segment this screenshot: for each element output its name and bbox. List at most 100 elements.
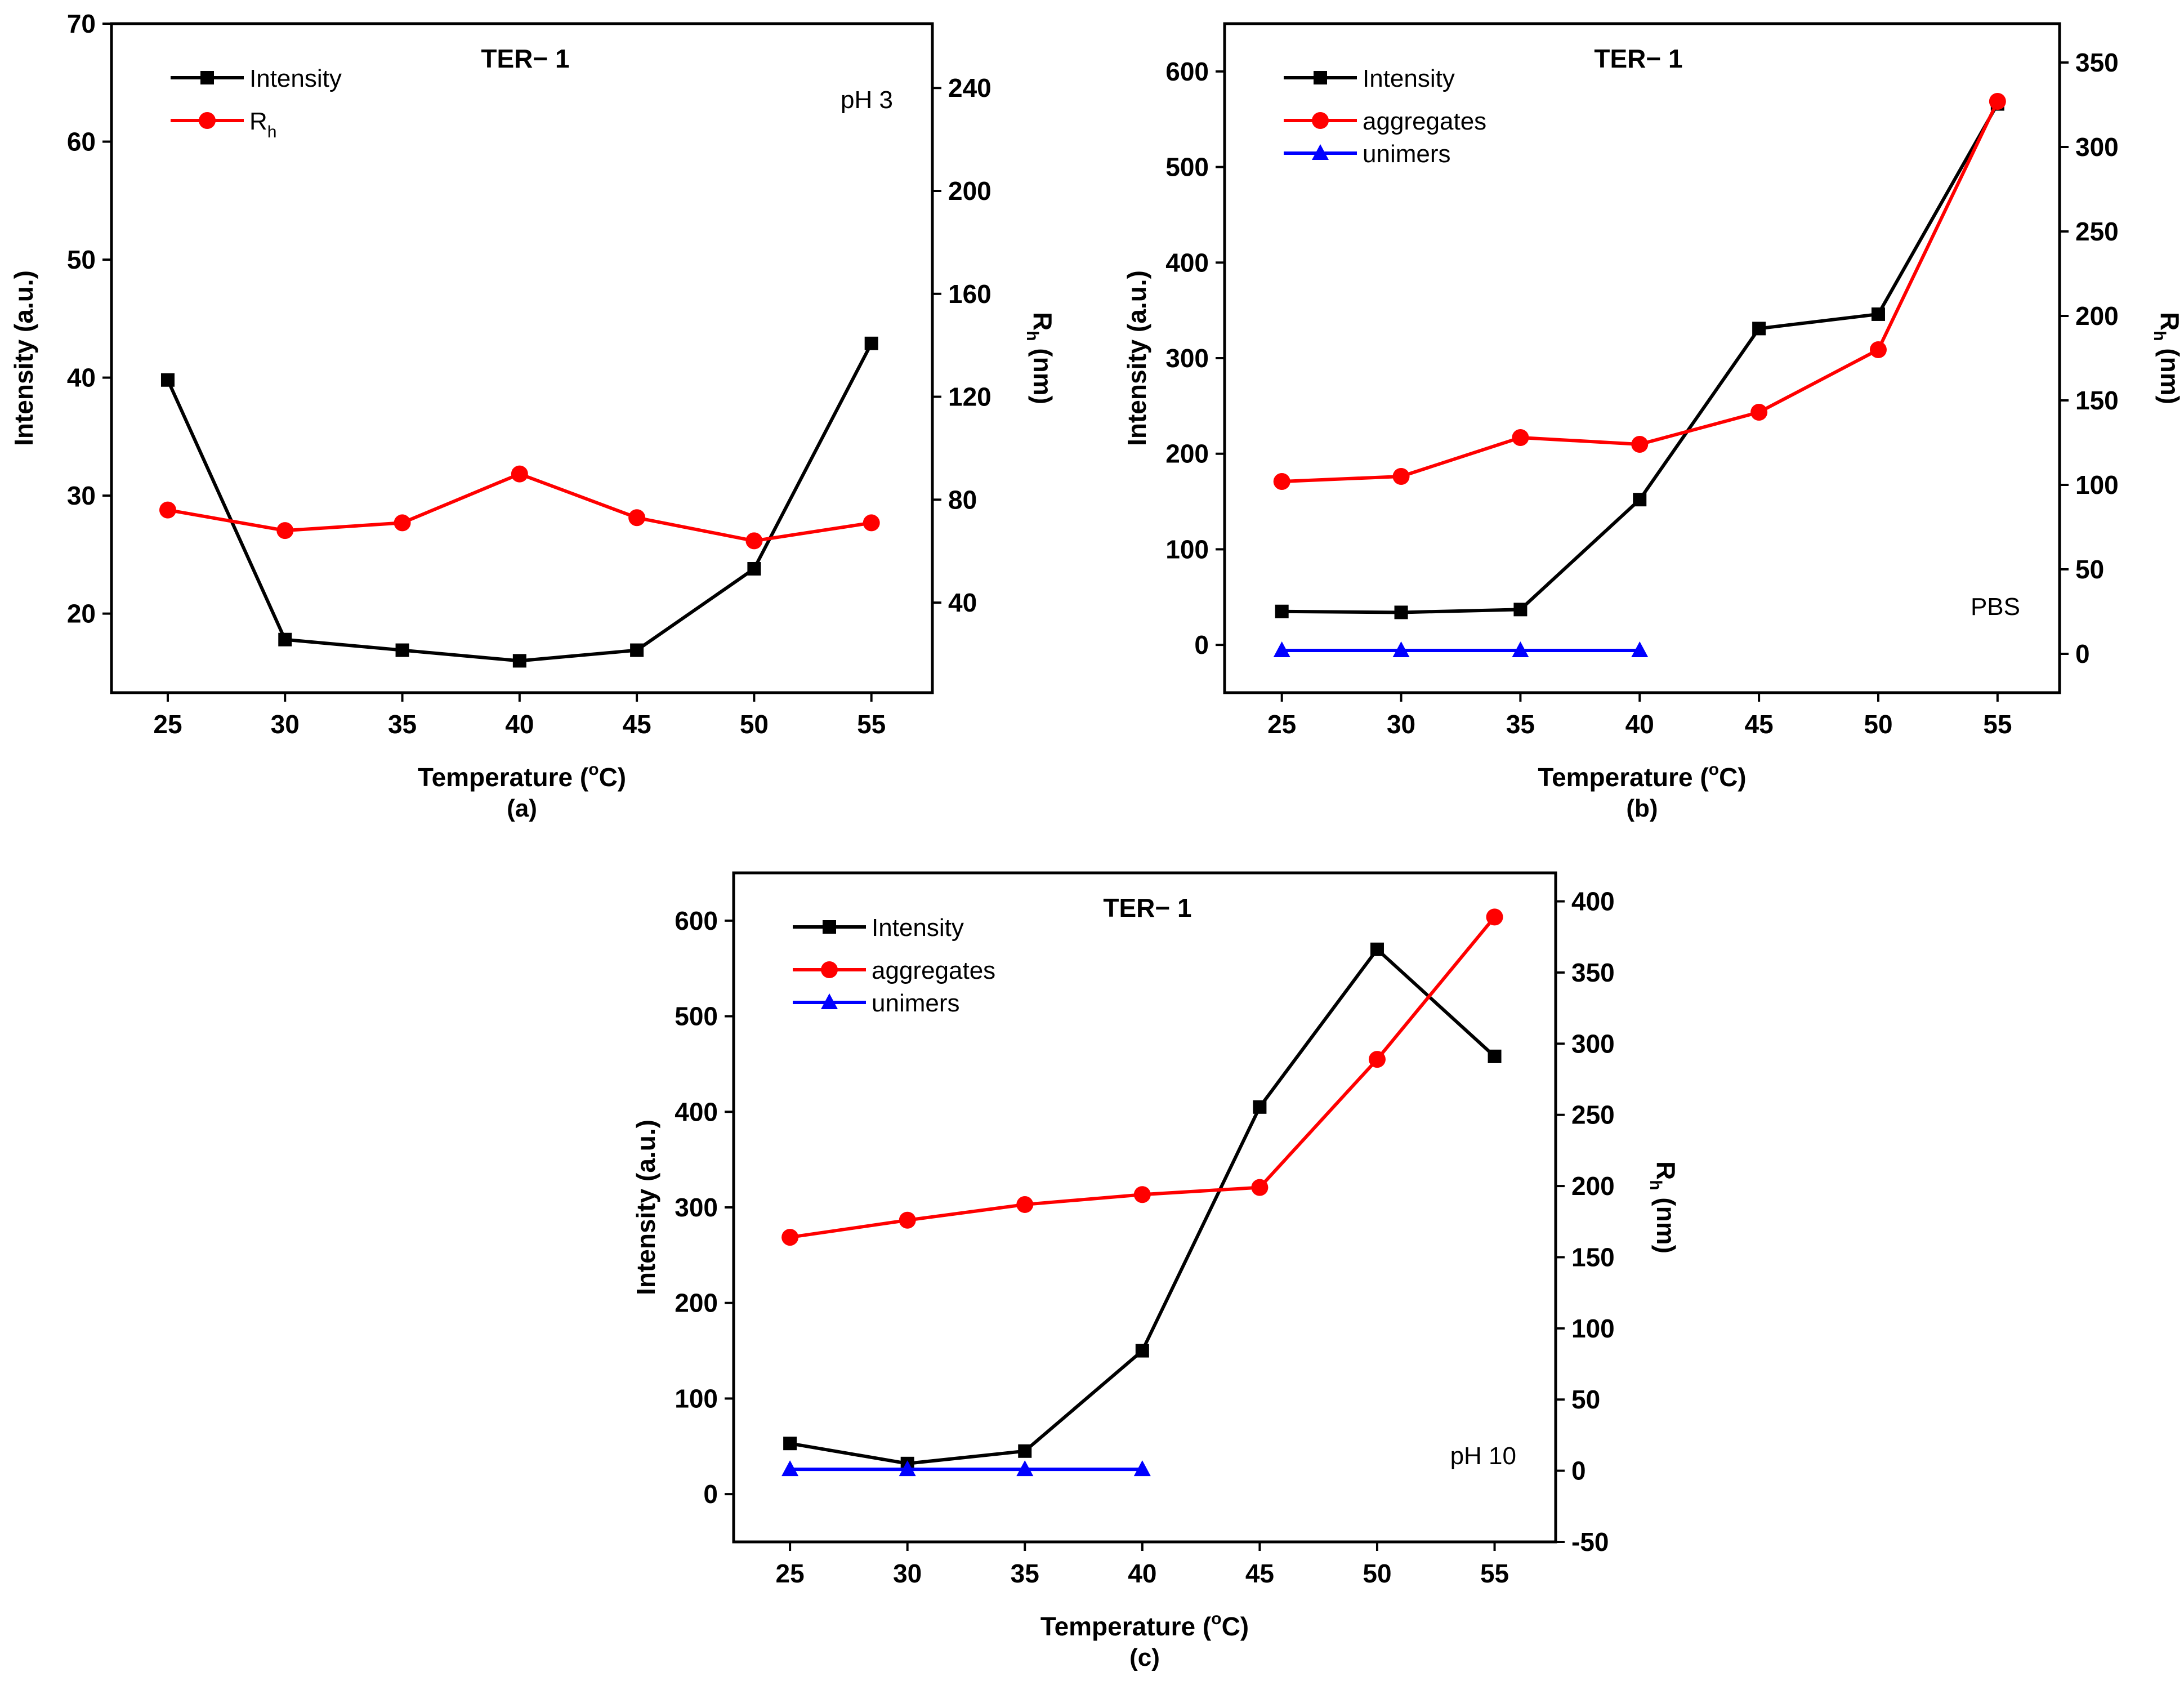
y-right-tick-label: 50 — [1571, 1385, 1600, 1414]
x-tick-label: 30 — [1387, 710, 1415, 739]
data-point-aggregates — [1512, 429, 1529, 446]
y-left-tick-label: 100 — [675, 1384, 718, 1413]
x-axis-title: Temperature (oC) — [1538, 760, 1746, 792]
data-point-unimers — [1273, 641, 1290, 657]
y-left-tick-label: 30 — [67, 481, 96, 510]
y-left-tick-label: 600 — [675, 906, 718, 935]
y-left-tick-label: 500 — [1165, 153, 1209, 182]
data-point-aggregates — [1486, 908, 1503, 926]
chart-b: 25 30 35 40 45 50 55 0 100 200 300 400 500 600 0 50 100 1… — [1122, 22, 2184, 822]
x-axis-title: Temperature (oC) — [1040, 1609, 1249, 1641]
series-line-intensity — [166, 342, 873, 663]
legend-marker — [200, 71, 214, 84]
y-left-axis-title: Intensity (a.u.) — [1122, 270, 1151, 446]
data-point-aggregates — [1133, 1186, 1151, 1203]
y-right-tick-label: 50 — [2075, 555, 2104, 584]
y-left-tick-label: 20 — [67, 599, 96, 628]
data-point-intensity — [864, 336, 878, 350]
data-point-intensity — [630, 643, 644, 657]
data-point-intensity — [1394, 605, 1408, 619]
y-right-tick-label: 150 — [1571, 1242, 1615, 1272]
y-right-tick-label: 400 — [1571, 887, 1615, 916]
data-point-intensity — [512, 654, 526, 668]
y-right-tick-label: 80 — [948, 485, 977, 514]
y-right-axis-title: Rh (nm) — [2150, 312, 2184, 404]
data-point-intensity — [1370, 942, 1384, 956]
data-point-intensity — [1018, 1444, 1032, 1458]
y-right-tick-label: 40 — [948, 588, 977, 617]
data-point-rh — [745, 532, 763, 550]
series-line-intensity — [1281, 103, 1999, 614]
data-point-aggregates — [1273, 473, 1290, 490]
y-left-tick-label: 300 — [1165, 344, 1209, 373]
legend-label: Intensity — [1363, 65, 1455, 92]
legend-marker — [1312, 144, 1329, 160]
data-point-aggregates — [1869, 341, 1887, 358]
y-left-tick-label: 400 — [675, 1097, 718, 1126]
legend-label: unimers — [1363, 140, 1451, 168]
legend-marker — [821, 993, 838, 1009]
data-point-intensity — [395, 643, 409, 657]
legend-label: aggregates — [1363, 108, 1486, 135]
x-tick-label: 45 — [1245, 1559, 1274, 1588]
y-left-axis-title: Intensity (a.u.) — [631, 1120, 660, 1295]
chart-c: 25 30 35 40 45 50 55 0 100 200 300 400 500 600 -50 0 50 1… — [631, 871, 1681, 1671]
data-point-intensity — [278, 632, 292, 646]
x-tick-label: 50 — [1363, 1559, 1391, 1588]
y-left-tick-label: 400 — [1165, 248, 1209, 277]
y-right-tick-label: 350 — [2075, 48, 2119, 77]
data-point-intensity — [1513, 603, 1528, 617]
condition-label: PBS — [1971, 593, 2020, 621]
legend-label: Intensity — [249, 65, 342, 92]
legend-marker — [821, 961, 838, 978]
data-point-intensity — [1488, 1049, 1502, 1063]
y-right-tick-label: 240 — [948, 73, 991, 102]
legend-marker — [1312, 112, 1329, 129]
legend-marker — [823, 920, 836, 934]
data-point-intensity — [1633, 493, 1647, 507]
plot-frame — [110, 22, 934, 694]
y-right-tick-label: 300 — [2075, 132, 2119, 162]
x-tick-label: 50 — [740, 710, 769, 739]
legend-marker — [199, 112, 216, 129]
data-point-rh — [628, 509, 646, 527]
data-point-rh — [159, 501, 176, 519]
condition-label: pH 3 — [841, 86, 893, 114]
y-right-axis-title: Rh (nm) — [1646, 1161, 1681, 1254]
data-point-aggregates — [899, 1211, 916, 1229]
y-right-tick-label: 0 — [2075, 639, 2090, 668]
y-left-tick-label: 200 — [675, 1288, 718, 1318]
data-point-unimers — [1392, 641, 1410, 657]
x-axis-title: Temperature (oC) — [418, 760, 626, 792]
legend-label: unimers — [872, 989, 960, 1017]
y-left-tick-label: 50 — [67, 245, 96, 274]
chart-title: TER− 1 — [1594, 44, 1682, 73]
x-tick-label: 30 — [893, 1559, 922, 1588]
plot-frame — [1223, 22, 2061, 694]
y-left-tick-label: 300 — [675, 1193, 718, 1222]
chart-title: TER− 1 — [481, 44, 569, 73]
y-right-tick-label: -50 — [1571, 1527, 1609, 1557]
data-point-aggregates — [1016, 1196, 1034, 1213]
y-left-tick-label: 0 — [703, 1479, 718, 1509]
y-left-axis-title: Intensity (a.u.) — [9, 270, 38, 446]
data-point-intensity — [1275, 604, 1289, 618]
data-point-aggregates — [1631, 436, 1649, 453]
y-right-tick-label: 200 — [2075, 301, 2119, 331]
chart-title: TER− 1 — [1103, 893, 1191, 922]
data-point-aggregates — [1750, 404, 1768, 421]
data-point-intensity — [1253, 1100, 1267, 1114]
y-right-tick-label: 0 — [1571, 1456, 1586, 1486]
data-point-aggregates — [1392, 468, 1410, 485]
data-point-unimers — [781, 1460, 799, 1477]
data-point-unimers — [1631, 641, 1649, 657]
legend-label: Intensity — [872, 914, 964, 942]
y-right-tick-label: 250 — [2075, 217, 2119, 246]
legend-label: Rh — [249, 108, 276, 141]
data-point-intensity — [1135, 1344, 1149, 1358]
x-tick-label: 45 — [623, 710, 651, 739]
x-tick-label: 25 — [1267, 710, 1296, 739]
data-point-unimers — [1133, 1460, 1151, 1477]
series-line-intensity — [789, 947, 1496, 1465]
